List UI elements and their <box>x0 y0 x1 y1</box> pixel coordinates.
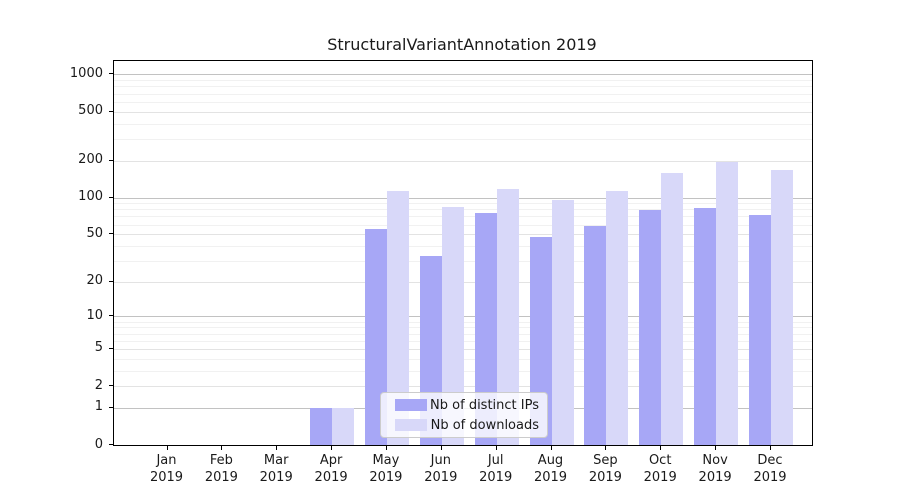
x-axis-month-label: Nov 2019 <box>698 453 732 485</box>
y-tick-mark <box>109 315 113 317</box>
bar-downloads-jul <box>496 189 519 445</box>
major-gridline <box>114 74 812 76</box>
x-axis-month-label: Apr 2019 <box>314 453 348 485</box>
bar-distinct-ips-nov <box>694 208 717 445</box>
chart-title: StructuralVariantAnnotation 2019 <box>327 35 597 54</box>
y-axis-tick-label: 1000 <box>69 65 103 81</box>
y-tick-mark <box>109 196 113 198</box>
x-tick-mark <box>495 446 497 450</box>
legend-item-downloads: Nb of downloads <box>389 418 539 433</box>
minor-gridline <box>114 86 812 88</box>
bar-distinct-ips-sep <box>584 226 607 445</box>
x-axis-month-label: Aug 2019 <box>533 453 568 485</box>
gridline <box>114 160 812 162</box>
minor-gridline <box>114 203 812 205</box>
legend-swatch-distinct-ips <box>395 399 427 411</box>
x-axis-month-label: May 2019 <box>369 453 403 485</box>
y-axis-tick-label: 100 <box>78 189 103 204</box>
x-axis-month-label: Feb 2019 <box>204 453 238 485</box>
legend: Nb of distinct IPs Nb of downloads <box>380 392 548 438</box>
legend-swatch-downloads <box>395 419 427 431</box>
y-axis-tick-label: 50 <box>86 225 103 241</box>
bar-distinct-ips-oct <box>639 210 662 445</box>
x-axis-month-label: Jan 2019 <box>149 453 184 485</box>
x-tick-mark <box>276 446 278 450</box>
y-tick-mark <box>109 444 113 445</box>
major-gridline <box>114 197 812 199</box>
bar-distinct-ips-may <box>364 229 387 445</box>
y-tick-mark <box>109 347 113 349</box>
y-tick-mark <box>109 233 113 235</box>
y-axis-tick-label: 5 <box>94 340 103 356</box>
bar-downloads-jun <box>441 207 464 445</box>
y-tick-mark <box>109 159 113 161</box>
x-axis-month-label: Oct 2019 <box>643 453 677 485</box>
y-tick-mark <box>109 110 113 112</box>
y-axis-tick-label: 1 <box>94 399 103 415</box>
x-axis-month-label: Dec 2019 <box>753 453 787 485</box>
x-tick-mark <box>770 446 771 450</box>
minor-gridline <box>114 101 812 103</box>
x-tick-mark <box>221 446 223 450</box>
x-axis-month-label: Jun 2019 <box>424 453 458 485</box>
x-axis-month-label: Sep 2019 <box>588 453 622 485</box>
x-tick-mark <box>331 446 333 450</box>
bar-downloads-oct <box>661 173 684 445</box>
bar-distinct-ips-jul <box>474 212 497 445</box>
x-axis-month-label: Mar 2019 <box>259 453 293 485</box>
x-tick-mark <box>166 446 168 450</box>
y-axis-tick-label: 0 <box>94 436 103 452</box>
y-axis-tick-label: 500 <box>78 103 103 119</box>
minor-gridline <box>114 80 812 82</box>
legend-item-distinct-ips: Nb of distinct IPs <box>389 398 539 413</box>
x-tick-mark <box>605 446 607 450</box>
minor-gridline <box>114 93 812 95</box>
y-axis-tick-label: 20 <box>86 273 103 289</box>
minor-gridline <box>114 138 812 140</box>
x-tick-mark <box>715 446 717 450</box>
x-tick-mark <box>440 446 442 450</box>
legend-label-distinct-ips: Nb of distinct IPs <box>430 397 539 413</box>
bar-distinct-ips-dec <box>749 214 771 445</box>
y-axis-tick-label: 2 <box>94 377 103 393</box>
y-axis-tick-label: 10 <box>86 307 103 323</box>
bar-downloads-may <box>386 191 409 445</box>
bar-distinct-ips-apr <box>310 407 333 445</box>
x-tick-mark <box>660 446 662 450</box>
y-axis-tick-label: 200 <box>78 152 103 168</box>
bar-downloads-sep <box>606 191 629 445</box>
y-tick-mark <box>109 73 113 75</box>
y-tick-mark <box>109 406 113 408</box>
x-tick-mark <box>550 446 552 450</box>
plot-area: Nb of distinct IPs Nb of downloads <box>113 60 813 446</box>
bar-downloads-nov <box>716 161 739 445</box>
y-tick-mark <box>109 385 113 387</box>
gridline <box>114 111 812 113</box>
bar-downloads-apr <box>332 407 355 445</box>
bar-downloads-aug <box>551 200 574 445</box>
x-axis-month-label: Jul 2019 <box>479 453 513 485</box>
x-tick-mark <box>385 446 387 450</box>
bar-downloads-dec <box>771 169 793 445</box>
legend-label-downloads: Nb of downloads <box>430 417 539 433</box>
minor-gridline <box>114 123 812 125</box>
y-tick-mark <box>109 280 113 282</box>
